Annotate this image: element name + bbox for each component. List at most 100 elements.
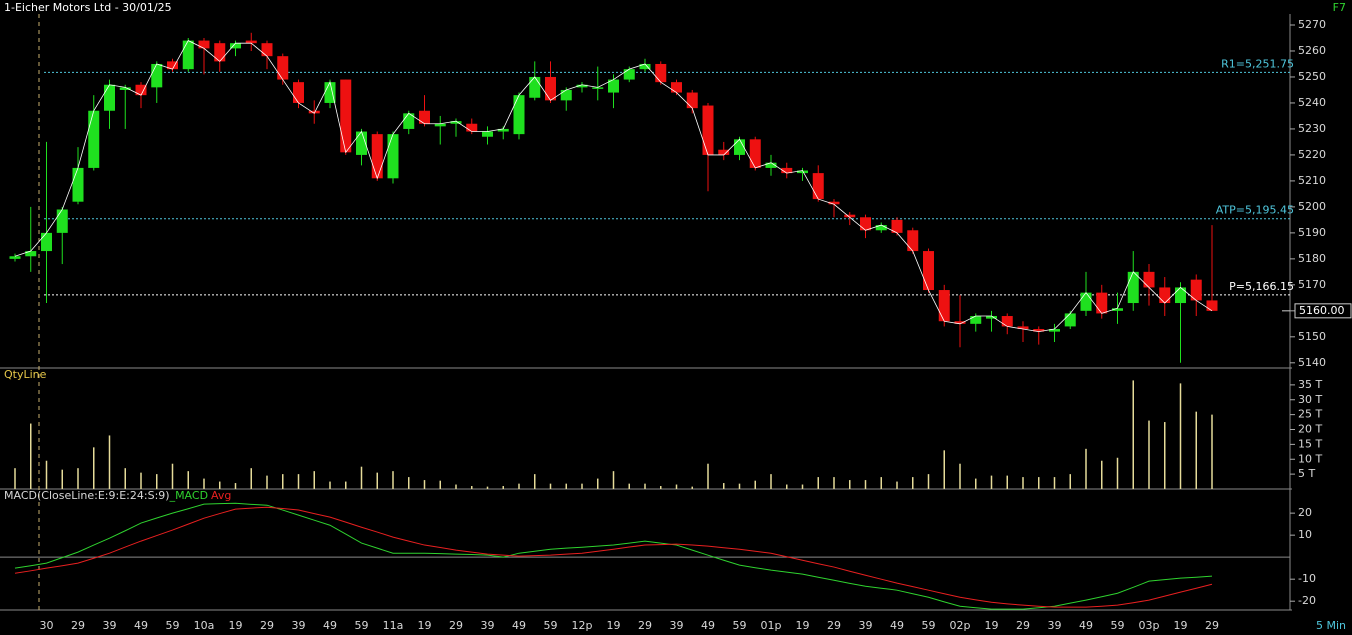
candle-body bbox=[812, 173, 824, 200]
candle-body bbox=[1143, 271, 1155, 288]
candle-body bbox=[151, 63, 163, 88]
x-tick-label: 19 bbox=[418, 619, 432, 632]
y-tick-label: -10 bbox=[1298, 572, 1316, 585]
candle-body bbox=[1206, 300, 1218, 311]
candle-body bbox=[25, 251, 37, 257]
candle-body bbox=[592, 87, 604, 89]
candle-body bbox=[860, 217, 871, 231]
candle-body bbox=[497, 128, 509, 132]
candle-body bbox=[1159, 287, 1171, 304]
candle-body bbox=[828, 201, 840, 205]
x-tick-label: 19 bbox=[985, 619, 999, 632]
x-tick-label: 39 bbox=[1048, 619, 1062, 632]
candle-body bbox=[119, 87, 131, 90]
candle-body bbox=[167, 61, 178, 70]
x-tick-label: 12p bbox=[572, 619, 593, 632]
volume-title: QtyLine bbox=[4, 368, 47, 381]
candle-body bbox=[1049, 329, 1060, 332]
candle-body bbox=[403, 113, 415, 129]
x-tick-label: 19 bbox=[229, 619, 243, 632]
x-tick-label: 59 bbox=[544, 619, 558, 632]
x-tick-label: 29 bbox=[449, 619, 463, 632]
x-tick-label: 49 bbox=[323, 619, 337, 632]
candle-body bbox=[371, 134, 383, 179]
candle-body bbox=[72, 167, 84, 202]
y-tick-label: 5270 bbox=[1298, 18, 1326, 31]
x-tick-label: 19 bbox=[607, 619, 621, 632]
hotkey: F7 bbox=[1333, 1, 1346, 14]
candle-body bbox=[560, 89, 572, 101]
candle-body bbox=[356, 131, 367, 155]
x-tick-label: 59 bbox=[166, 619, 180, 632]
y-tick-label: 10 T bbox=[1298, 452, 1322, 465]
candle-body bbox=[88, 110, 100, 168]
last-price-box bbox=[1294, 303, 1352, 319]
candle-body bbox=[230, 43, 241, 49]
candle-body bbox=[293, 82, 304, 103]
candle-body bbox=[1033, 329, 1045, 332]
x-tick-label: 49 bbox=[890, 619, 904, 632]
y-tick-label: 5150 bbox=[1298, 330, 1326, 343]
x-tick-label: 39 bbox=[859, 619, 873, 632]
y-tick-label: 20 T bbox=[1298, 423, 1322, 436]
candle-body bbox=[797, 170, 808, 174]
candle-body bbox=[907, 230, 919, 252]
interval: 5 Min bbox=[1316, 619, 1346, 632]
x-tick-label: 39 bbox=[481, 619, 495, 632]
x-tick-label: 29 bbox=[260, 619, 274, 632]
candle-body bbox=[938, 290, 950, 322]
x-tick-label: 59 bbox=[733, 619, 747, 632]
candle-body bbox=[419, 110, 430, 124]
y-tick-label: -20 bbox=[1298, 594, 1316, 607]
candle-body bbox=[261, 43, 273, 57]
candle-body bbox=[340, 79, 352, 153]
candle-body bbox=[529, 76, 541, 98]
level-label: R1=5,251.75 bbox=[1221, 57, 1294, 70]
candle-body bbox=[1001, 316, 1013, 327]
y-tick-label: 35 T bbox=[1298, 378, 1322, 391]
candle-body bbox=[875, 225, 887, 231]
candle-body bbox=[9, 256, 21, 259]
legend-entry: _MACD bbox=[169, 489, 208, 502]
candle-body bbox=[671, 82, 682, 93]
macd-line bbox=[14, 502, 1213, 610]
candle-body bbox=[545, 76, 556, 101]
candle-body bbox=[182, 40, 194, 70]
y-tick-label: 5210 bbox=[1298, 174, 1326, 187]
x-tick-label: 49 bbox=[134, 619, 148, 632]
candle-body bbox=[576, 84, 588, 88]
candle-body bbox=[1064, 313, 1076, 327]
candle-body bbox=[41, 232, 52, 252]
y-tick-label: 5250 bbox=[1298, 70, 1326, 83]
y-tick-label: 5140 bbox=[1298, 356, 1326, 369]
macd-title: MACD(CloseLine:E:9:E:24:S:9) bbox=[4, 489, 170, 502]
candle-body bbox=[986, 316, 997, 319]
x-tick-label: 02p bbox=[950, 619, 971, 632]
x-tick-label: 29 bbox=[1205, 619, 1219, 632]
x-tick-label: 10a bbox=[194, 619, 215, 632]
candle-body bbox=[214, 43, 226, 62]
candle-body bbox=[482, 131, 493, 137]
candle-body bbox=[608, 79, 619, 93]
candle-body bbox=[434, 123, 446, 127]
candle-body bbox=[56, 209, 68, 233]
y-tick-label: 25 T bbox=[1298, 408, 1322, 421]
y-tick-label: 30 T bbox=[1298, 393, 1322, 406]
x-tick-label: 39 bbox=[670, 619, 684, 632]
candle-body bbox=[245, 40, 257, 44]
candle-body bbox=[954, 321, 966, 324]
legend-entry: Avg bbox=[211, 489, 231, 502]
y-tick-label: 5220 bbox=[1298, 148, 1326, 161]
x-tick-label: 01p bbox=[761, 619, 782, 632]
candle-body bbox=[1017, 326, 1029, 330]
x-tick-label: 30 bbox=[40, 619, 54, 632]
candle-body bbox=[1096, 292, 1108, 314]
candle-body bbox=[686, 92, 698, 109]
x-tick-label: 29 bbox=[638, 619, 652, 632]
x-tick-label: 39 bbox=[103, 619, 117, 632]
x-tick-label: 29 bbox=[827, 619, 841, 632]
x-tick-label: 59 bbox=[1111, 619, 1125, 632]
chart-title: 1-Eicher Motors Ltd - 30/01/25 bbox=[4, 1, 172, 14]
